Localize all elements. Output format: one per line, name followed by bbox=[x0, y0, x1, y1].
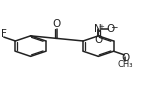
Text: CH₃: CH₃ bbox=[118, 60, 133, 69]
Text: O: O bbox=[121, 53, 129, 63]
Text: −: − bbox=[110, 22, 117, 31]
Text: F: F bbox=[1, 29, 7, 39]
Text: +: + bbox=[99, 24, 105, 30]
Text: N: N bbox=[94, 24, 102, 34]
Text: O: O bbox=[94, 35, 103, 45]
Text: O: O bbox=[106, 24, 114, 34]
Text: O: O bbox=[53, 19, 61, 29]
